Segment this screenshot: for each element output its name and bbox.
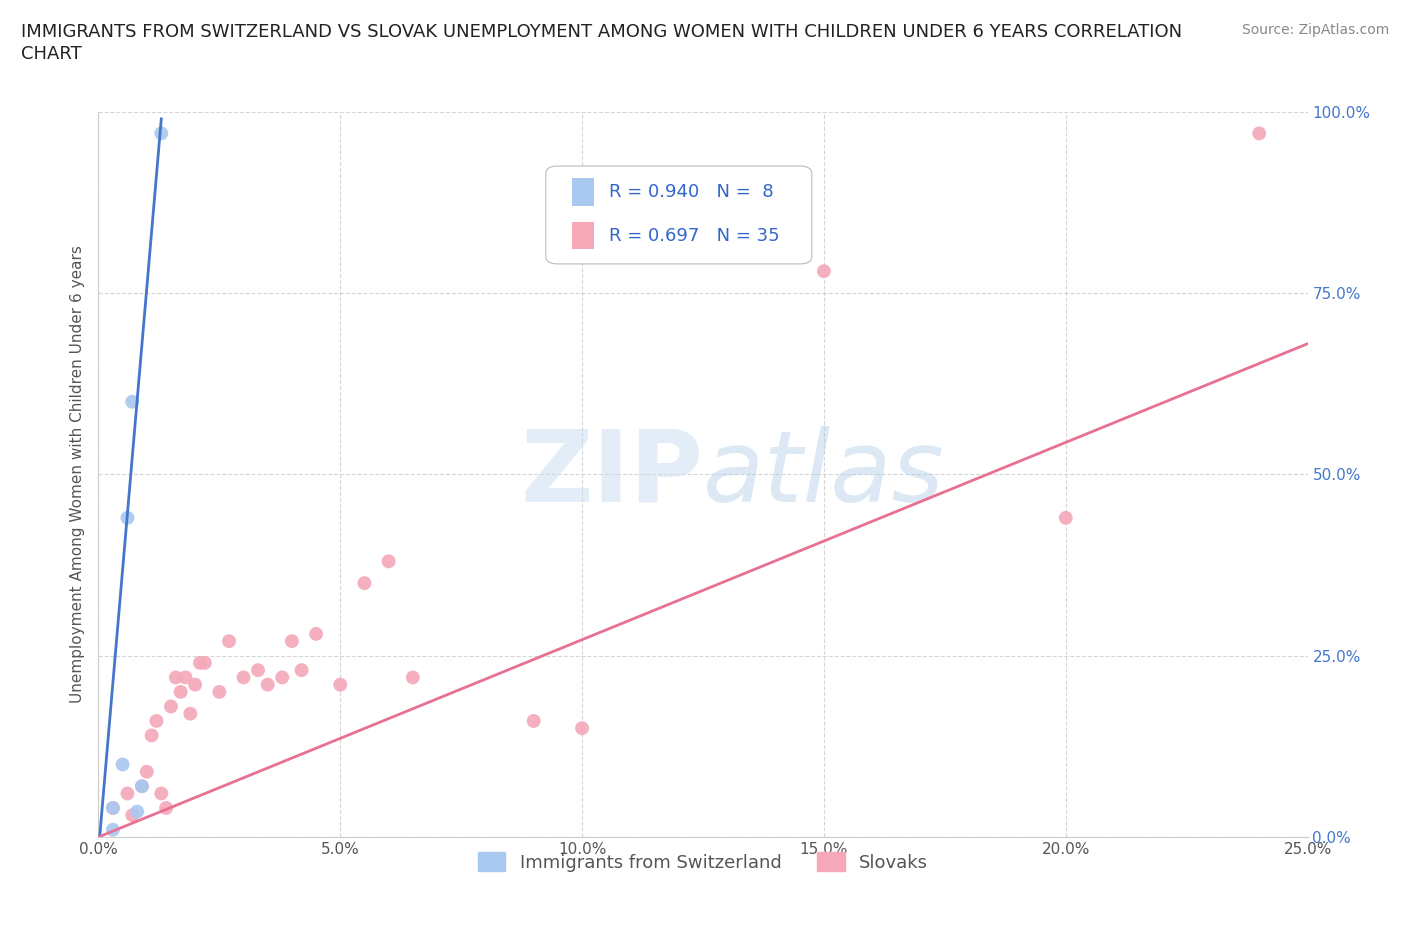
Point (141, 728, 163, 743)
Point (256, 677, 278, 692)
Point (131, 778, 153, 793)
Point (165, 670, 187, 684)
Point (131, 778, 153, 793)
Text: R = 0.697   N = 35: R = 0.697 N = 35 (609, 227, 779, 245)
Point (571, 721, 593, 736)
Point (179, 706, 201, 721)
Point (208, 684, 231, 699)
Point (281, 633, 304, 648)
Point (101, 801, 124, 816)
Point (271, 670, 294, 684)
Point (117, 786, 139, 801)
Point (523, 713, 546, 728)
Point (1249, 126, 1271, 140)
Text: CHART: CHART (21, 45, 82, 62)
Text: ZIP: ZIP (520, 426, 703, 523)
Point (184, 677, 207, 692)
Point (232, 670, 254, 684)
FancyBboxPatch shape (572, 222, 595, 249)
Point (329, 677, 352, 692)
Point (135, 764, 157, 779)
Point (188, 656, 211, 671)
Point (150, 786, 173, 801)
Text: IMMIGRANTS FROM SWITZERLAND VS SLOVAK UNEMPLOYMENT AMONG WOMEN WITH CHILDREN UND: IMMIGRANTS FROM SWITZERLAND VS SLOVAK UN… (21, 23, 1182, 41)
Point (353, 576, 375, 591)
Point (1054, 511, 1077, 525)
Point (402, 670, 425, 684)
Point (160, 699, 183, 714)
Point (194, 656, 217, 671)
Point (290, 663, 312, 678)
Point (121, 808, 143, 823)
Point (127, 804, 149, 819)
Point (145, 713, 167, 728)
Point (247, 663, 270, 678)
Point (155, 801, 177, 816)
Point (150, 126, 173, 140)
FancyBboxPatch shape (572, 179, 595, 206)
Point (305, 627, 328, 642)
Text: atlas: atlas (703, 426, 945, 523)
Y-axis label: Unemployment Among Women with Children Under 6 years: Unemployment Among Women with Children U… (69, 246, 84, 703)
Text: Source: ZipAtlas.com: Source: ZipAtlas.com (1241, 23, 1389, 37)
Point (813, 264, 835, 279)
Point (117, 511, 139, 525)
Point (121, 394, 143, 409)
Text: R = 0.940   N =  8: R = 0.940 N = 8 (609, 183, 773, 201)
Point (111, 757, 134, 772)
FancyBboxPatch shape (546, 166, 811, 264)
Point (101, 822, 124, 837)
Point (169, 684, 191, 699)
Point (218, 633, 240, 648)
Point (101, 801, 124, 816)
Point (377, 554, 399, 569)
Legend: Immigrants from Switzerland, Slovaks: Immigrants from Switzerland, Slovaks (471, 845, 935, 879)
Point (174, 670, 197, 684)
